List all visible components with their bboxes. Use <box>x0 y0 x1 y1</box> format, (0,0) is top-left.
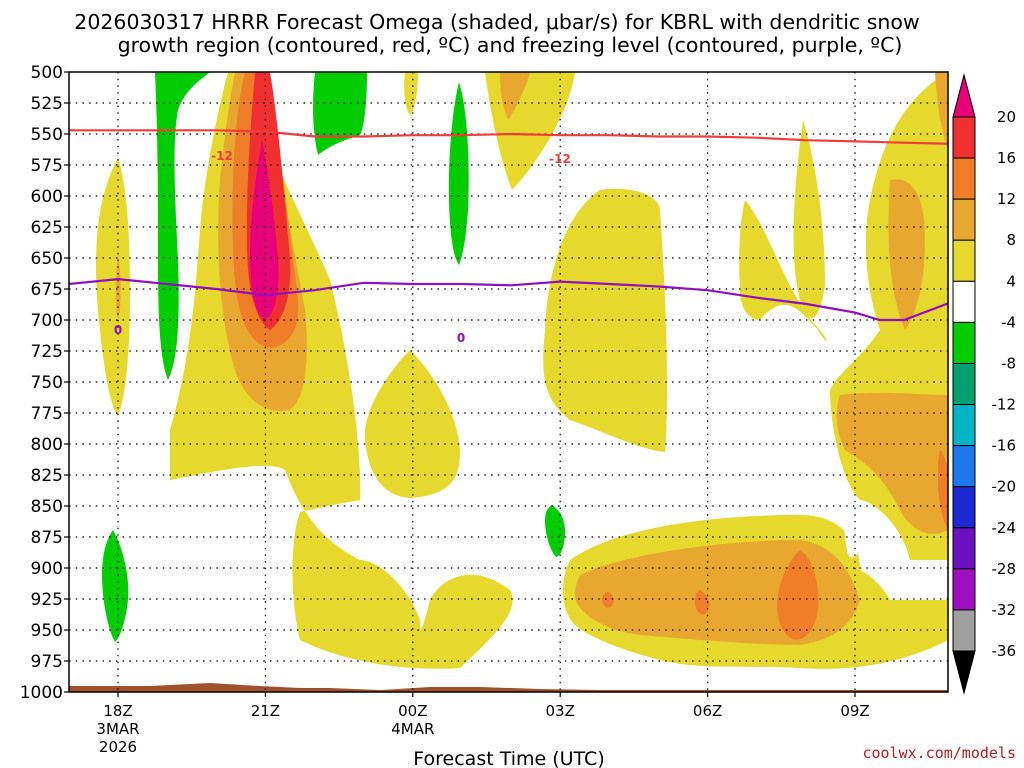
colorbar-top-arrow <box>952 73 976 118</box>
y-tick-label: 600 <box>31 187 63 207</box>
freezing-contour-label: 0 <box>114 323 122 337</box>
omega-area <box>102 530 129 642</box>
omega-area <box>938 450 948 530</box>
colorbar-label: 8 <box>1006 231 1016 249</box>
y-tick-label: 800 <box>31 435 63 455</box>
colorbar-bin <box>952 280 976 323</box>
colorbar-label: -4 <box>1001 313 1016 331</box>
omega-area <box>777 550 819 640</box>
title-line-1: 2026030317 HRRR Forecast Omega (shaded, … <box>74 10 919 34</box>
colorbar-label: -24 <box>992 519 1017 537</box>
omega-area <box>602 592 614 608</box>
colorbar-bin <box>952 404 976 447</box>
omega-area <box>545 505 566 557</box>
x-tick-label: 06Z <box>693 702 722 720</box>
omega-area <box>836 392 948 534</box>
x-axis-label: Forecast Time (UTC) <box>413 748 604 768</box>
omega-20-region <box>250 140 279 320</box>
y-tick-label: 900 <box>31 559 63 579</box>
colorbar-bin <box>952 609 976 652</box>
y-tick-label: 675 <box>31 280 63 300</box>
y-tick-label: 575 <box>31 156 63 176</box>
omega-area <box>739 200 827 342</box>
y-tick-label: 625 <box>31 218 63 238</box>
colorbar-label: 20 <box>997 108 1016 126</box>
colorbar-label: 4 <box>1006 272 1016 290</box>
y-tick-label: 650 <box>31 249 63 269</box>
colorbar-label: 12 <box>997 190 1016 208</box>
credit-text: coolwx.com/models <box>862 744 1016 762</box>
y-tick-label: 700 <box>31 311 63 331</box>
x-tick-label: 03Z <box>546 702 575 720</box>
colorbar-label: 16 <box>997 149 1016 167</box>
colorbar-bin <box>952 321 976 364</box>
omega-area <box>500 72 530 120</box>
colorbar-label: -8 <box>1001 354 1016 372</box>
colorbar: 20 16 12 8 4 -4 -8 -12 -16 -20 -24 -28 -32 -36 <box>952 73 1017 695</box>
gridlines <box>69 72 948 692</box>
omega-area <box>888 179 925 330</box>
y-tick-label: 825 <box>31 466 63 486</box>
colorbar-label: -12 <box>992 396 1017 414</box>
contours <box>69 129 948 322</box>
omega-area <box>448 82 469 265</box>
terrain <box>69 683 948 692</box>
title-line-2: growth region (contoured, red, ºC) and f… <box>118 33 903 57</box>
y-tick-label: 875 <box>31 528 63 548</box>
colorbar-label: -16 <box>992 437 1017 455</box>
omega-area <box>155 72 210 380</box>
x-tick-year: 2026 <box>99 738 137 756</box>
omega-area <box>313 72 367 155</box>
omega-negative-regions <box>102 72 566 642</box>
colorbar-bin <box>952 198 976 241</box>
x-tick-label: 00Z <box>398 702 427 720</box>
colorbar-bin <box>952 116 976 159</box>
dendritic-contour-label: -12 <box>211 149 233 163</box>
dendritic-minus12-contour <box>69 129 948 145</box>
omega-area <box>793 120 825 318</box>
omega-gap <box>844 505 861 558</box>
y-tick-label: 950 <box>31 621 63 641</box>
colorbar-label: -32 <box>992 601 1017 619</box>
colorbar-bin <box>952 157 976 200</box>
y-axis: 500 525 550 575 600 625 650 675 700 725 750 775 800 8… <box>20 63 69 703</box>
freezing-contour-label: 0 <box>457 331 465 345</box>
omega-area <box>364 350 460 498</box>
y-tick-label: 850 <box>31 497 63 517</box>
omega-area <box>935 72 948 150</box>
x-tick-label: 21Z <box>251 702 280 720</box>
colorbar-bin <box>952 527 976 570</box>
x-tick-date: 3MAR <box>96 720 139 738</box>
y-tick-label: 1000 <box>20 683 63 703</box>
omega-shading <box>69 72 948 692</box>
x-tick-label: 18Z <box>103 702 132 720</box>
omega-area <box>404 72 418 115</box>
x-tick-date: 4MAR <box>391 720 434 738</box>
y-tick-label: 925 <box>31 590 63 610</box>
colorbar-bottom-arrow <box>952 650 976 695</box>
colorbar-label: -20 <box>992 478 1017 496</box>
colorbar-bin <box>952 445 976 488</box>
y-tick-label: 500 <box>31 63 63 83</box>
y-tick-label: 750 <box>31 373 63 393</box>
freezing-level-contour <box>69 277 948 322</box>
colorbar-label: -36 <box>992 642 1017 660</box>
omega-area <box>694 590 710 615</box>
colorbar-bin <box>952 239 976 282</box>
colorbar-label: -28 <box>992 560 1017 578</box>
y-tick-label: 525 <box>31 94 63 114</box>
colorbar-bin <box>952 362 976 406</box>
y-tick-label: 725 <box>31 342 63 362</box>
colorbar-bin <box>952 568 976 611</box>
y-tick-label: 775 <box>31 404 63 424</box>
omega-area <box>95 158 130 415</box>
y-tick-label: 975 <box>31 652 63 672</box>
dendritic-contour-label: -12 <box>549 152 571 166</box>
y-tick-label: 550 <box>31 125 63 145</box>
x-tick-label: 09Z <box>840 702 869 720</box>
colorbar-bin <box>952 486 976 529</box>
